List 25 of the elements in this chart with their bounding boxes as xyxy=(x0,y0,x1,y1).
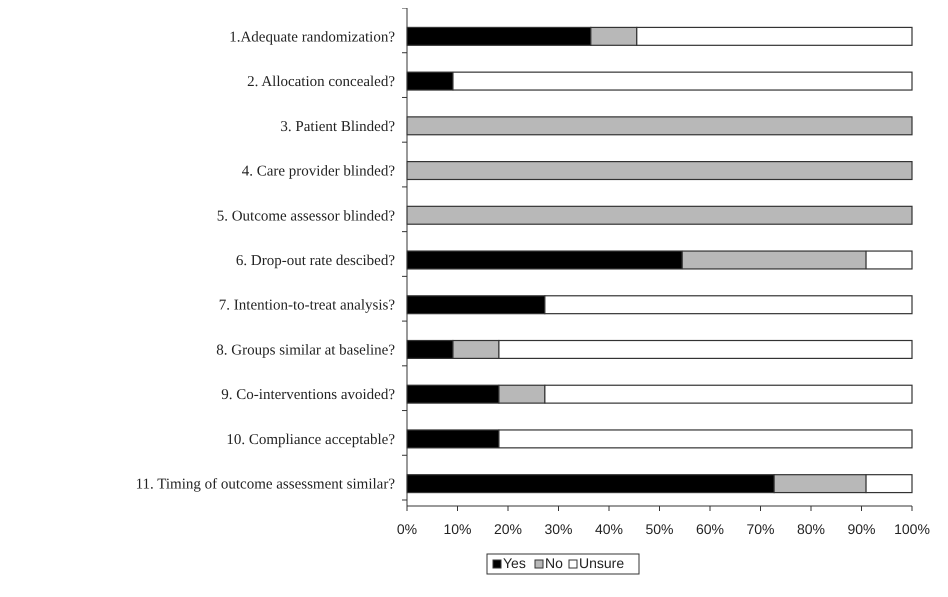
y-tick-label: 4. Care provider blinded? xyxy=(242,164,396,180)
legend-label: Yes xyxy=(503,555,526,571)
y-tick-label: 9. Co-interventions avoided? xyxy=(221,387,396,404)
y-tick-label: 2. Allocation concealed? xyxy=(247,74,396,90)
y-tick-label: 5. Outcome assessor blinded? xyxy=(216,208,396,224)
y-tick-label: 8. Groups similar at baseline? xyxy=(216,342,396,358)
legend-label: No xyxy=(545,555,564,571)
x-tick-label: 100% xyxy=(894,521,930,537)
x-tick-label: 70% xyxy=(746,521,775,537)
y-tick-label: 1.Adequate randomization? xyxy=(229,29,396,46)
y-tick-label: 7. Intention-to-treat analysis? xyxy=(218,298,396,314)
y-tick-label: 6. Drop-out rate descibed? xyxy=(236,253,396,269)
y-tick-label: 11. Timing of outcome assessment similar? xyxy=(136,476,396,493)
x-tick-label: 30% xyxy=(544,521,573,537)
x-tick-label: 20% xyxy=(494,521,522,537)
x-tick-label: 0% xyxy=(396,521,418,537)
x-tick-label: 80% xyxy=(796,521,826,537)
x-tick-label: 10% xyxy=(443,521,472,537)
x-tick-label: 60% xyxy=(696,521,724,537)
x-tick-label: 50% xyxy=(645,521,674,537)
y-tick-label: 3. Patient Blinded? xyxy=(280,118,396,135)
x-tick-label: 90% xyxy=(847,521,876,537)
y-tick-label: 10. Compliance acceptable? xyxy=(226,432,396,448)
legend-label: Unsure xyxy=(579,555,624,571)
x-tick-label: 40% xyxy=(594,521,624,537)
